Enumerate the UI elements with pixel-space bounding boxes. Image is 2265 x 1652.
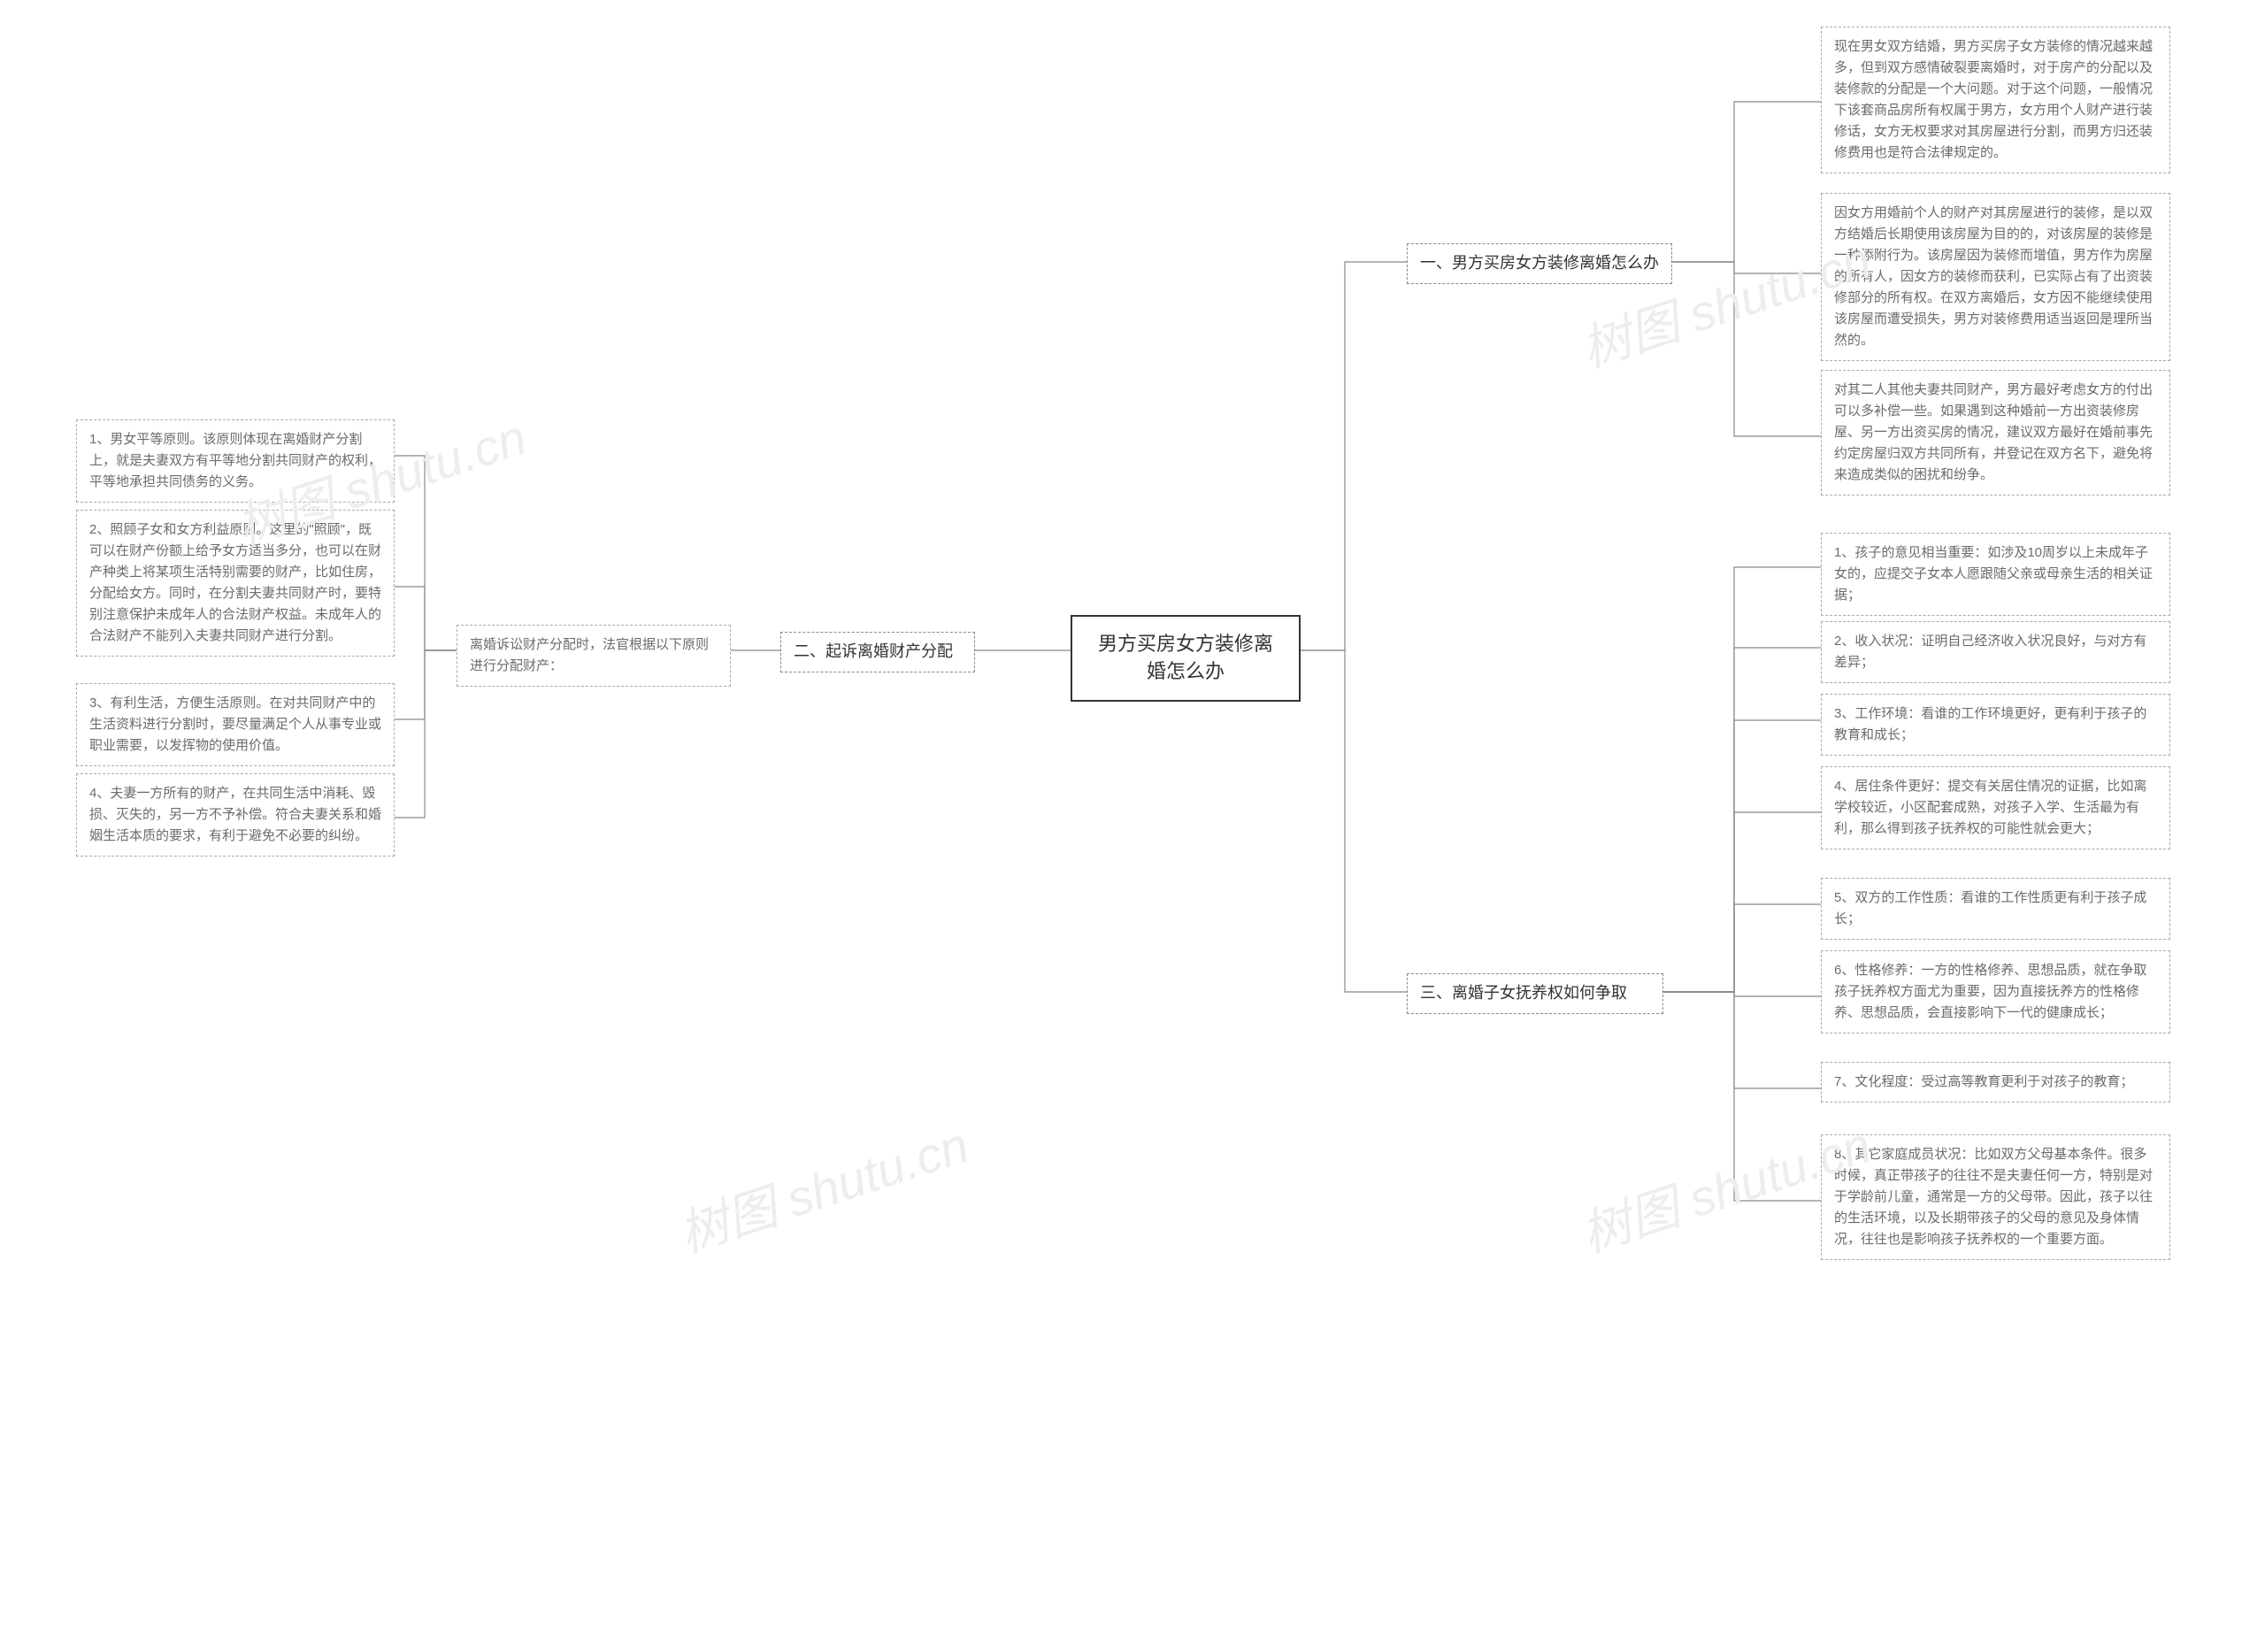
branch-2-leaf-2: 2、照顾子女和女方利益原则。这里的"照顾"，既可以在财产份额上给予女方适当多分，… xyxy=(76,510,395,657)
branch-3-leaf-3: 3、工作环境：看谁的工作环境更好，更有利于孩子的教育和成长； xyxy=(1821,694,2170,756)
branch-3-leaf-1: 1、孩子的意见相当重要：如涉及10周岁以上未成年子女的，应提交子女本人愿跟随父亲… xyxy=(1821,533,2170,616)
branch-1-leaf-1: 现在男女双方结婚，男方买房子女方装修的情况越来越多，但到双方感情破裂要离婚时，对… xyxy=(1821,27,2170,173)
branch-3-label: 三、离婚子女抚养权如何争取 xyxy=(1407,973,1663,1014)
watermark-3: 树图 shutu.cn xyxy=(669,1106,977,1267)
branch-1-leaf-2: 因女方用婚前个人的财产对其房屋进行的装修，是以双方结婚后长期使用该房屋为目的的，… xyxy=(1821,193,2170,361)
branch-3-leaf-5: 5、双方的工作性质：看谁的工作性质更有利于孩子成长； xyxy=(1821,878,2170,940)
branch-3-leaf-2: 2、收入状况：证明自己经济收入状况良好，与对方有差异； xyxy=(1821,621,2170,683)
branch-1-label: 一、男方买房女方装修离婚怎么办 xyxy=(1407,243,1672,284)
branch-3-leaf-7: 7、文化程度：受过高等教育更利于对孩子的教育； xyxy=(1821,1062,2170,1103)
branch-3-leaf-6: 6、性格修养：一方的性格修养、思想品质，就在争取孩子抚养权方面尤为重要，因为直接… xyxy=(1821,950,2170,1033)
branch-2-leaf-4: 4、夫妻一方所有的财产，在共同生活中消耗、毁损、灭失的，另一方不予补偿。符合夫妻… xyxy=(76,773,395,857)
branch-1-leaf-3: 对其二人其他夫妻共同财产，男方最好考虑女方的付出可以多补偿一些。如果遇到这种婚前… xyxy=(1821,370,2170,496)
branch-2-sub-label: 离婚诉讼财产分配时，法官根据以下原则进行分配财产： xyxy=(457,625,731,687)
branch-2-leaf-3: 3、有利生活，方便生活原则。在对共同财产中的生活资料进行分割时，要尽量满足个人从… xyxy=(76,683,395,766)
branch-2-leaf-1: 1、男女平等原则。该原则体现在离婚财产分割上，就是夫妻双方有平等地分割共同财产的… xyxy=(76,419,395,503)
center-node: 男方买房女方装修离婚怎么办 xyxy=(1071,615,1301,702)
branch-3-leaf-8: 8、其它家庭成员状况：比如双方父母基本条件。很多时候，真正带孩子的往往不是夫妻任… xyxy=(1821,1134,2170,1260)
branch-2-label: 二、起诉离婚财产分配 xyxy=(780,632,975,672)
branch-3-leaf-4: 4、居住条件更好：提交有关居住情况的证据，比如离学校较近，小区配套成熟，对孩子入… xyxy=(1821,766,2170,849)
